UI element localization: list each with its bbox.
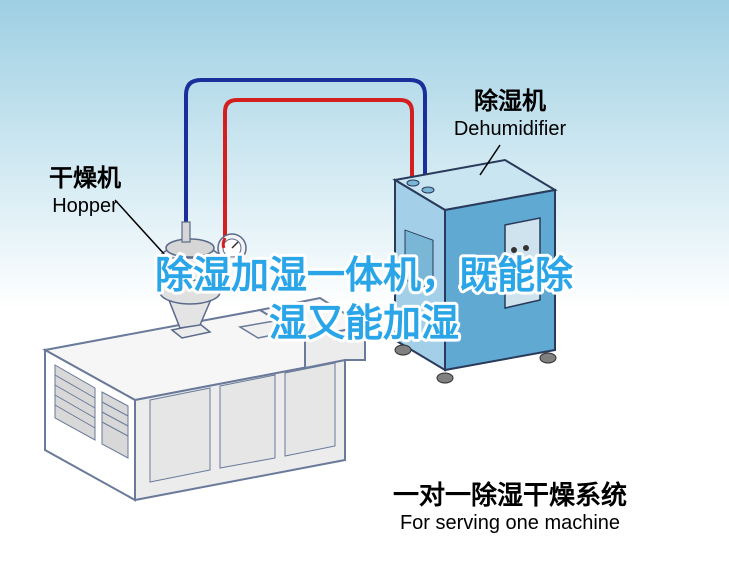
- headline-line2: 湿又能加湿: [269, 303, 459, 345]
- label-dehumidifier: 除湿机 Dehumidifier: [430, 88, 590, 141]
- label-dehumidifier-en: Dehumidifier: [430, 117, 590, 141]
- label-hopper-cn: 干燥机: [30, 165, 140, 194]
- headline-line1: 除湿加湿一体机，既能除: [155, 254, 574, 297]
- label-system-cn: 一对一除湿干燥系统: [330, 480, 690, 511]
- label-hopper-en: Hopper: [30, 194, 140, 218]
- label-dehumidifier-cn: 除湿机: [430, 88, 590, 117]
- headline-svg: 除湿加湿一体机，既能除 湿又能加湿: [0, 248, 729, 358]
- label-hopper: 干燥机 Hopper: [30, 165, 140, 218]
- diagram-stage: 干燥机 Hopper 除湿机 Dehumidifier 一对一除湿干燥系统 Fo…: [0, 0, 729, 561]
- label-system: 一对一除湿干燥系统 For serving one machine: [330, 480, 690, 535]
- label-system-en: For serving one machine: [330, 511, 690, 535]
